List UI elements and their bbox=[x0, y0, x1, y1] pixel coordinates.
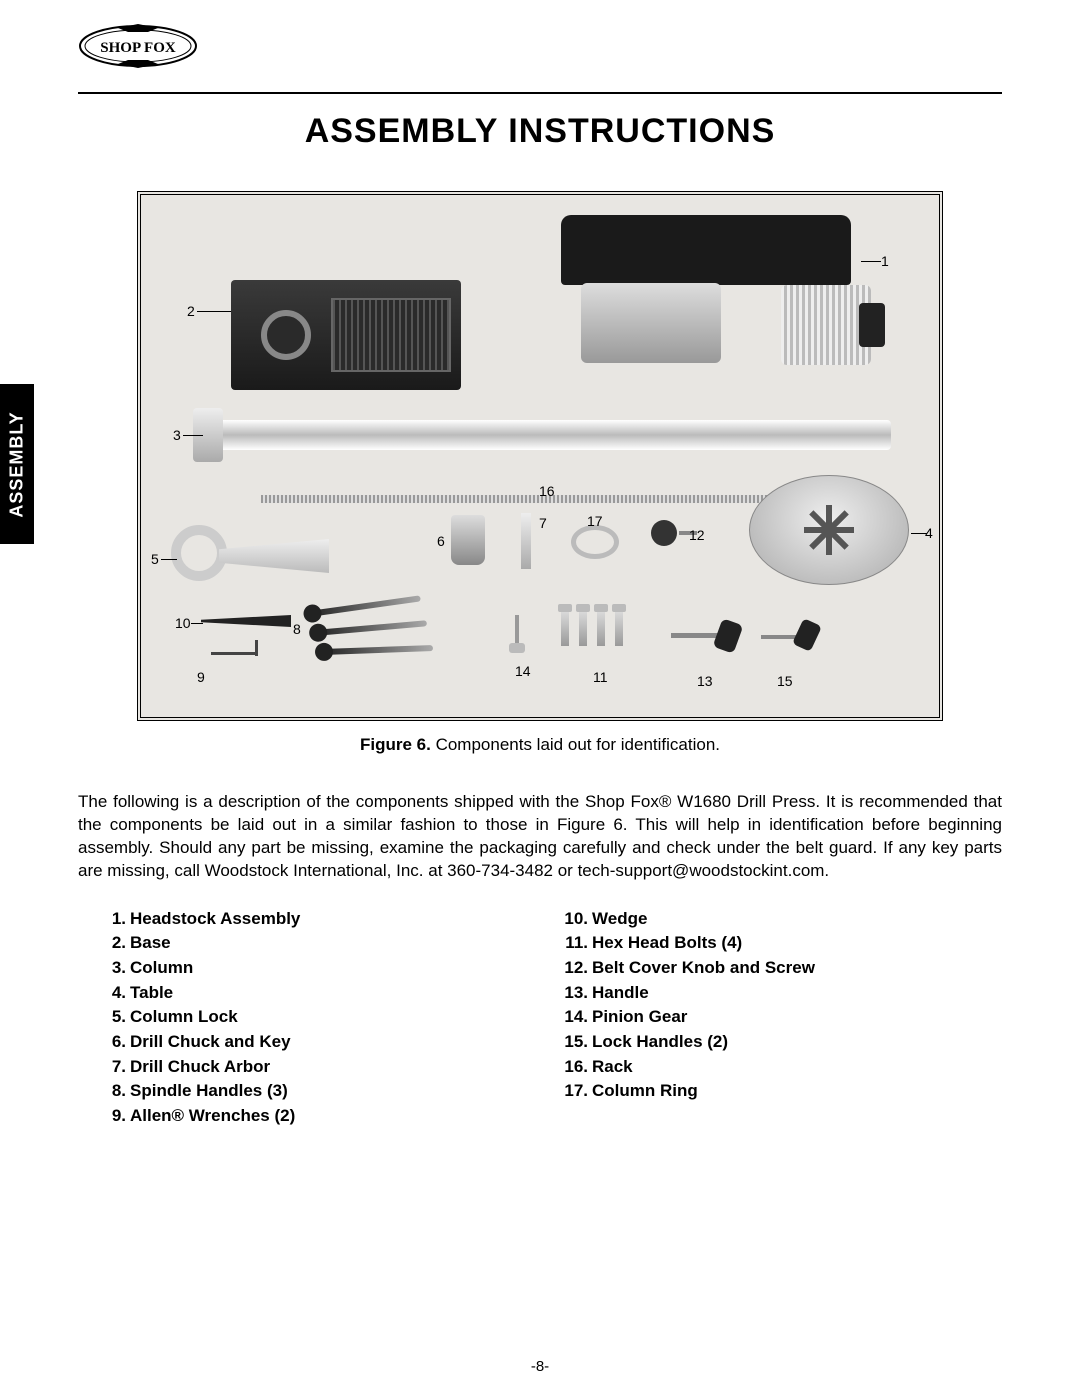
part-rack bbox=[261, 495, 781, 503]
list-item: 11.Hex Head Bolts (4) bbox=[562, 931, 1002, 956]
parts-list-left: 1.Headstock Assembly 2.Base 3.Column 4.T… bbox=[78, 907, 540, 1129]
figure-caption-text: Components laid out for identification. bbox=[436, 735, 720, 754]
part-column-lock bbox=[171, 515, 341, 605]
list-item: 9.Allen® Wrenches (2) bbox=[100, 1104, 540, 1129]
part-wedge bbox=[201, 615, 291, 627]
callout-2: 2 bbox=[187, 303, 195, 319]
callout-3: 3 bbox=[173, 427, 181, 443]
part-column bbox=[201, 420, 891, 450]
part-lock-handles bbox=[761, 615, 831, 655]
list-item: 16.Rack bbox=[562, 1055, 1002, 1080]
callout-6: 6 bbox=[437, 533, 445, 549]
list-item: 10.Wedge bbox=[562, 907, 1002, 932]
list-item: 3.Column bbox=[100, 956, 540, 981]
list-item: 4.Table bbox=[100, 981, 540, 1006]
callout-17: 17 bbox=[587, 513, 603, 529]
callout-5: 5 bbox=[151, 551, 159, 567]
part-pinion bbox=[501, 615, 541, 655]
list-item: 6.Drill Chuck and Key bbox=[100, 1030, 540, 1055]
brand-logo: SHOP FOX bbox=[78, 24, 198, 73]
list-item: 13.Handle bbox=[562, 981, 1002, 1006]
list-item: 15.Lock Handles (2) bbox=[562, 1030, 1002, 1055]
callout-16: 16 bbox=[539, 483, 555, 499]
part-knob bbox=[651, 520, 677, 546]
body-paragraph: The following is a description of the co… bbox=[78, 791, 1002, 883]
header-rule bbox=[78, 92, 1002, 94]
callout-9: 9 bbox=[197, 669, 205, 685]
part-base bbox=[231, 280, 461, 390]
part-allen-wrench bbox=[211, 640, 271, 670]
figure-caption: Figure 6. Components laid out for identi… bbox=[78, 735, 1002, 755]
part-handle bbox=[671, 615, 741, 655]
list-item: 5.Column Lock bbox=[100, 1005, 540, 1030]
brand-text: SHOP FOX bbox=[100, 40, 176, 56]
parts-list-right: 10.Wedge 11.Hex Head Bolts (4) 12.Belt C… bbox=[540, 907, 1002, 1129]
callout-7: 7 bbox=[539, 515, 547, 531]
list-item: 14.Pinion Gear bbox=[562, 1005, 1002, 1030]
page-title: ASSEMBLY INSTRUCTIONS bbox=[78, 112, 1002, 151]
page-number: -8- bbox=[0, 1358, 1080, 1375]
part-table bbox=[749, 475, 909, 585]
list-item: 12.Belt Cover Knob and Screw bbox=[562, 956, 1002, 981]
callout-12: 12 bbox=[689, 527, 705, 543]
parts-list: 1.Headstock Assembly 2.Base 3.Column 4.T… bbox=[78, 907, 1002, 1129]
callout-10: 10 bbox=[175, 615, 191, 631]
part-spindle-handles bbox=[311, 595, 451, 675]
part-arbor bbox=[521, 513, 531, 569]
list-item: 2.Base bbox=[100, 931, 540, 956]
callout-14: 14 bbox=[515, 663, 531, 679]
list-item: 8.Spindle Handles (3) bbox=[100, 1079, 540, 1104]
callout-1: 1 bbox=[881, 253, 889, 269]
figure-6-image: 1 2 3 4 5 6 7 8 9 10 11 12 13 14 15 16 1… bbox=[137, 191, 943, 721]
list-item: 17.Column Ring bbox=[562, 1079, 1002, 1104]
callout-15: 15 bbox=[777, 673, 793, 689]
part-headstock bbox=[521, 215, 871, 385]
figure-label: Figure 6. bbox=[360, 735, 431, 754]
callout-8: 8 bbox=[293, 621, 301, 637]
callout-11: 11 bbox=[593, 669, 608, 685]
list-item: 7.Drill Chuck Arbor bbox=[100, 1055, 540, 1080]
list-item: 1.Headstock Assembly bbox=[100, 907, 540, 932]
page-content: SHOP FOX ASSEMBLY INSTRUCTIONS bbox=[0, 0, 1080, 1169]
part-chuck bbox=[451, 515, 485, 565]
part-bolts bbox=[561, 610, 641, 656]
callout-13: 13 bbox=[697, 673, 713, 689]
part-column-ring bbox=[571, 525, 619, 559]
